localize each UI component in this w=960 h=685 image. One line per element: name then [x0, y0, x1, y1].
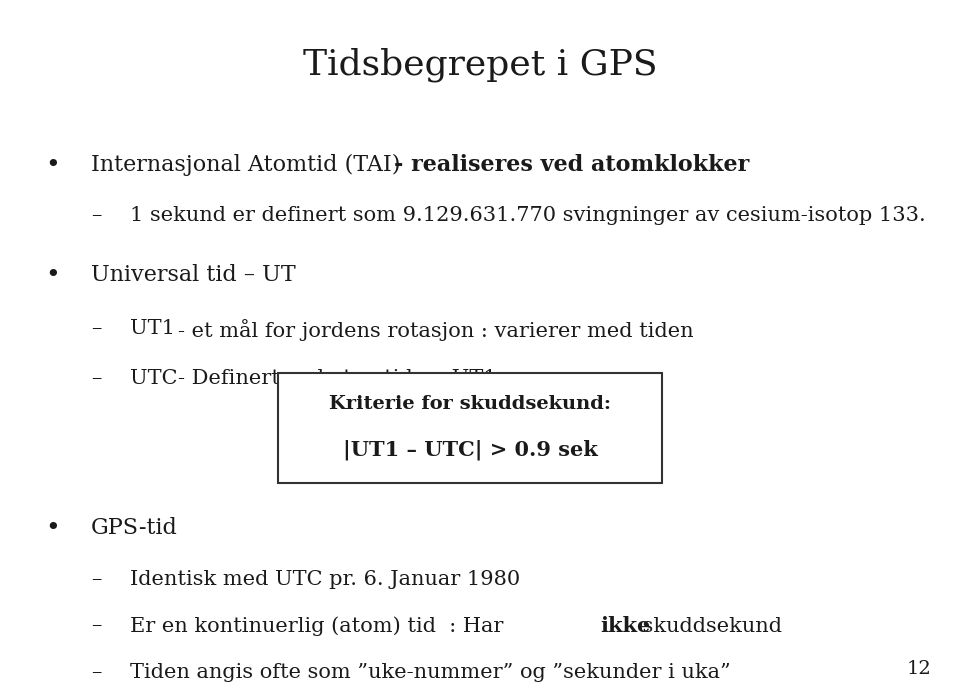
Text: –: – — [91, 206, 102, 225]
Text: skuddsekund: skuddsekund — [636, 616, 781, 636]
FancyBboxPatch shape — [278, 373, 662, 483]
Text: UT1: UT1 — [130, 319, 175, 338]
Text: Kriterie for skuddsekund:: Kriterie for skuddsekund: — [329, 395, 612, 413]
Text: –: – — [91, 616, 102, 636]
Text: –: – — [91, 319, 102, 338]
Text: Tidsbegrepet i GPS: Tidsbegrepet i GPS — [302, 48, 658, 82]
Text: |UT1 – UTC| > 0.9 sek: |UT1 – UTC| > 0.9 sek — [343, 440, 598, 460]
Text: •: • — [45, 264, 60, 287]
Text: •: • — [45, 154, 60, 177]
Text: –: – — [91, 570, 102, 589]
Text: Internasjonal Atomtid (TAI): Internasjonal Atomtid (TAI) — [91, 154, 429, 176]
Text: - realiseres ved atomklokker: - realiseres ved atomklokker — [394, 154, 749, 176]
Text: Er en kontinuerlig (atom) tid  : Har: Er en kontinuerlig (atom) tid : Har — [130, 616, 510, 636]
Text: •: • — [45, 517, 60, 540]
Text: 1 sekund er definert som 9.129.631.770 svingninger av cesium-isotop 133.: 1 sekund er definert som 9.129.631.770 s… — [130, 206, 925, 225]
Text: –: – — [91, 663, 102, 682]
Text: GPS-tid: GPS-tid — [91, 517, 178, 539]
Text: - Definert ved atomtid og UT1: - Definert ved atomtid og UT1 — [178, 369, 496, 388]
Text: UTC: UTC — [130, 369, 177, 388]
Text: - et mål for jordens rotasjon : varierer med tiden: - et mål for jordens rotasjon : varierer… — [178, 319, 693, 340]
Text: 12: 12 — [906, 660, 931, 678]
Text: Tiden angis ofte som ”uke-nummer” og ”sekunder i uka”: Tiden angis ofte som ”uke-nummer” og ”se… — [130, 663, 731, 682]
Text: Identisk med UTC pr. 6. Januar 1980: Identisk med UTC pr. 6. Januar 1980 — [130, 570, 520, 589]
Text: –: – — [91, 369, 102, 388]
Text: ikke: ikke — [600, 616, 651, 636]
Text: Universal tid – UT: Universal tid – UT — [91, 264, 296, 286]
